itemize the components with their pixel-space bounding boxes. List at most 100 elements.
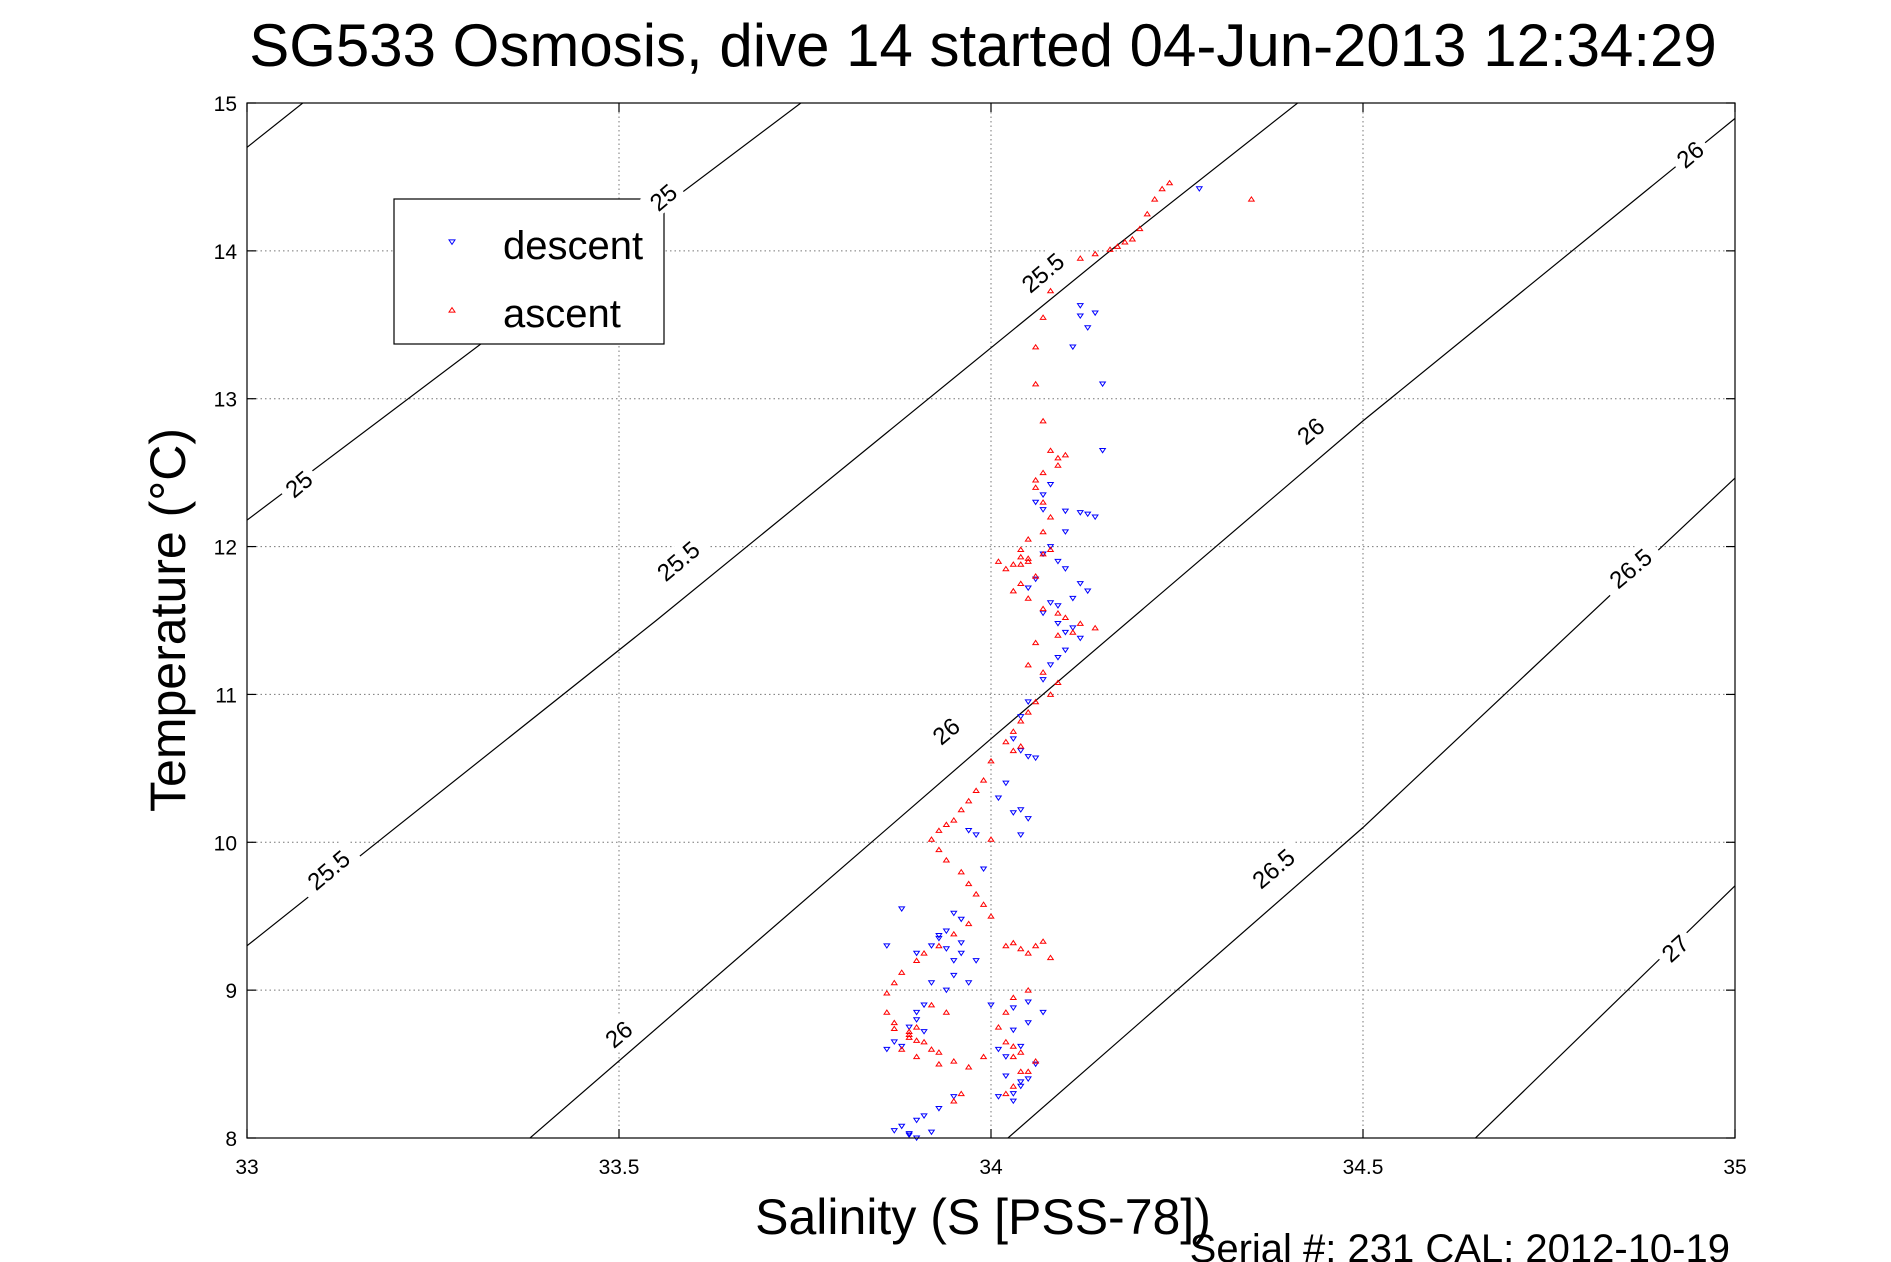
ascent-point: [905, 1034, 913, 1040]
series-ascent: [883, 179, 1256, 1104]
descent-point: [942, 946, 951, 952]
descent-point: [1009, 810, 1018, 816]
ascent-point: [1076, 620, 1085, 626]
descent-point: [957, 940, 965, 946]
descent-point: [1024, 999, 1032, 1006]
ascent-point: [994, 1023, 1003, 1030]
descent-point: [1046, 600, 1055, 606]
descent-point: [1017, 714, 1025, 720]
descent-point: [1076, 635, 1085, 642]
descent-point: [1061, 566, 1070, 572]
ascent-point: [927, 1001, 936, 1008]
ascent-point: [1061, 614, 1070, 621]
descent-point: [964, 980, 973, 986]
ascent-point: [912, 957, 921, 964]
descent-point: [1195, 186, 1204, 192]
descent-point: [1061, 529, 1070, 535]
ascent-point: [1002, 1038, 1010, 1045]
ascent-point: [972, 890, 980, 897]
descent-point: [897, 1123, 906, 1130]
descent-point: [1061, 647, 1070, 654]
ascent-point: [1031, 484, 1040, 490]
descent-point: [1017, 748, 1025, 754]
ascent-point: [1002, 942, 1010, 949]
contour-label-group: 26: [1287, 408, 1334, 453]
ascent-point: [1165, 179, 1174, 186]
descent-point: [1061, 508, 1070, 515]
contour-label-group: 25: [640, 174, 686, 220]
descent-point: [1009, 1005, 1018, 1012]
descent-point: [1017, 1043, 1025, 1050]
ascent-point: [1113, 243, 1122, 249]
ascent-point: [1009, 728, 1018, 734]
x-tick-label: 34.5: [1343, 1156, 1384, 1179]
ascent-point: [1024, 595, 1032, 601]
descent-point: [1024, 699, 1032, 705]
ascent-point: [1039, 499, 1047, 505]
legend-box: [393, 198, 665, 345]
ascent-point: [1069, 629, 1077, 635]
descent-point: [1076, 303, 1085, 309]
descent-point: [942, 987, 951, 994]
ascent-point: [1017, 553, 1025, 560]
ascent-point: [1054, 679, 1062, 686]
ascent-point: [1054, 454, 1062, 461]
contour-label-gap: [294, 838, 362, 901]
ascent-point: [1046, 447, 1055, 453]
descent-point: [1046, 662, 1055, 668]
contour-label-group: 25.5: [644, 529, 712, 592]
ascent-point: [1031, 1057, 1040, 1064]
descent-point: [1054, 655, 1062, 661]
descent-point: [1017, 1083, 1025, 1090]
descent-point: [883, 1046, 891, 1053]
descent-point: [1031, 1061, 1040, 1068]
ascent-point: [1091, 624, 1099, 631]
descent-point: [972, 958, 980, 964]
descent-point: [883, 943, 891, 949]
ascent-point: [1150, 195, 1159, 202]
ascent-point: [905, 1031, 913, 1037]
descent-point: [1031, 576, 1040, 583]
descent-point: [935, 932, 943, 939]
descent-point: [1083, 325, 1092, 331]
descent-point: [935, 1105, 943, 1112]
ascent-point: [1039, 550, 1047, 557]
ascent-point: [1054, 462, 1062, 468]
ascent-point: [1009, 1083, 1018, 1089]
ascent-point: [972, 787, 980, 793]
descent-point: [1002, 1073, 1010, 1080]
descent-point: [1076, 581, 1085, 587]
ascent-point: [883, 989, 891, 996]
descent-point: [987, 1002, 995, 1009]
descent-point: [1091, 514, 1099, 521]
ascent-point: [935, 1060, 943, 1067]
ascent-point: [950, 816, 958, 823]
ascent-point: [1106, 246, 1114, 252]
legend-marker-ascent: [448, 306, 456, 313]
descent-point: [1017, 1079, 1025, 1085]
ascent-point: [1031, 380, 1040, 387]
descent-point: [920, 1029, 928, 1035]
ascent-point: [927, 1046, 936, 1052]
descent-point: [1002, 1054, 1010, 1060]
ascent-point: [1017, 945, 1025, 952]
x-tick-label: 33.5: [599, 1156, 640, 1179]
descent-point: [905, 1131, 913, 1137]
descent-point: [890, 1128, 899, 1134]
contour-label-gap: [1651, 925, 1698, 971]
ascent-point: [994, 558, 1003, 564]
ascent-point: [1039, 669, 1047, 675]
descent-point: [920, 1113, 928, 1119]
ascent-point: [1046, 513, 1055, 520]
contour-label-group: 26.5: [1239, 836, 1307, 900]
ascent-point: [1031, 573, 1040, 579]
descent-point: [927, 1129, 936, 1136]
ascent-point: [1054, 632, 1062, 638]
descent-point: [1039, 677, 1047, 683]
y-tick-label: 10: [214, 832, 237, 855]
legend-marker-ascent-shape: [448, 306, 456, 313]
ascent-point: [1024, 709, 1032, 715]
descent-point: [935, 935, 943, 942]
descent-point: [1039, 492, 1047, 498]
